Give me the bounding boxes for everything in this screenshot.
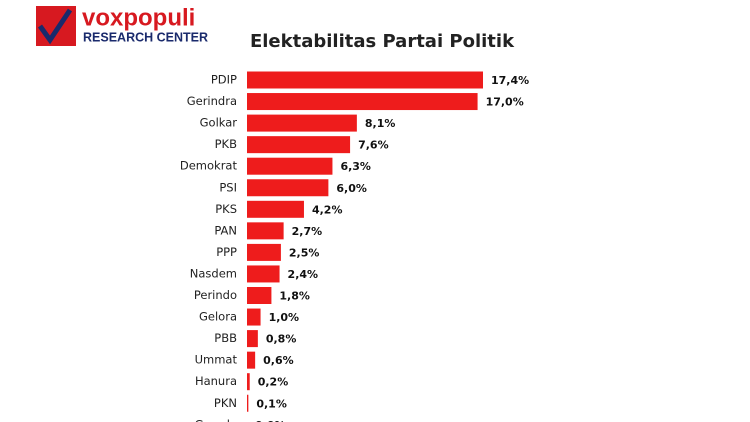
value-label: 0,0%: [255, 419, 286, 422]
category-label: PKS: [215, 202, 237, 216]
bar: [247, 330, 258, 348]
value-label: 0,1%: [256, 397, 287, 410]
logo-name: voxpopuli: [82, 4, 195, 31]
category-label: PPP: [216, 245, 237, 259]
category-label: PAN: [214, 223, 237, 237]
category-label: Nasdem: [190, 266, 237, 280]
bar: [247, 93, 478, 111]
category-label: Perindo: [194, 288, 237, 302]
category-label: PKB: [215, 137, 237, 151]
value-label: 17,0%: [486, 96, 524, 109]
bar: [247, 351, 256, 369]
value-label: 6,3%: [340, 160, 371, 173]
category-label: Ummat: [195, 353, 238, 367]
value-label: 8,1%: [365, 117, 396, 130]
value-label: 0,2%: [258, 376, 289, 389]
category-label: PKN: [214, 396, 237, 410]
bar: [247, 265, 280, 283]
value-label: 0,6%: [263, 354, 294, 367]
logo-subtitle: RESEARCH CENTER: [83, 30, 208, 44]
bar: [247, 157, 333, 175]
bar: [247, 200, 304, 218]
value-label: 0,8%: [266, 333, 297, 346]
value-label: 1,8%: [279, 290, 310, 303]
category-label: Garuda: [195, 417, 237, 422]
bar: [247, 373, 250, 391]
value-label: 7,6%: [358, 139, 389, 152]
bar: [247, 71, 483, 89]
category-label: Gerindra: [187, 94, 237, 108]
bar: [247, 136, 351, 154]
bar: [247, 222, 284, 240]
value-label: 2,7%: [292, 225, 323, 238]
value-label: 2,5%: [289, 246, 320, 259]
category-label: PBB: [214, 331, 237, 345]
bar: [247, 243, 281, 261]
value-label: 6,0%: [336, 182, 367, 195]
value-label: 2,4%: [288, 268, 319, 281]
bar: [247, 114, 357, 132]
bar: [247, 179, 329, 197]
bar: [247, 308, 261, 326]
category-label: PDIP: [211, 73, 237, 87]
logo-check: [37, 8, 73, 45]
category-label: Demokrat: [180, 159, 238, 173]
chart-title: Elektabilitas Partai Politik: [250, 31, 515, 52]
category-label: Gelora: [199, 310, 237, 324]
category-label: Hanura: [195, 374, 237, 388]
category-label: PSI: [219, 180, 237, 194]
value-label: 4,2%: [312, 203, 343, 216]
value-label: 17,4%: [491, 74, 529, 87]
bar: [247, 287, 272, 304]
logo: voxpopuli RESEARCH CENTER: [36, 4, 208, 46]
category-label: Golkar: [200, 116, 238, 130]
value-label: 1,0%: [269, 311, 300, 324]
bar: [247, 394, 249, 412]
